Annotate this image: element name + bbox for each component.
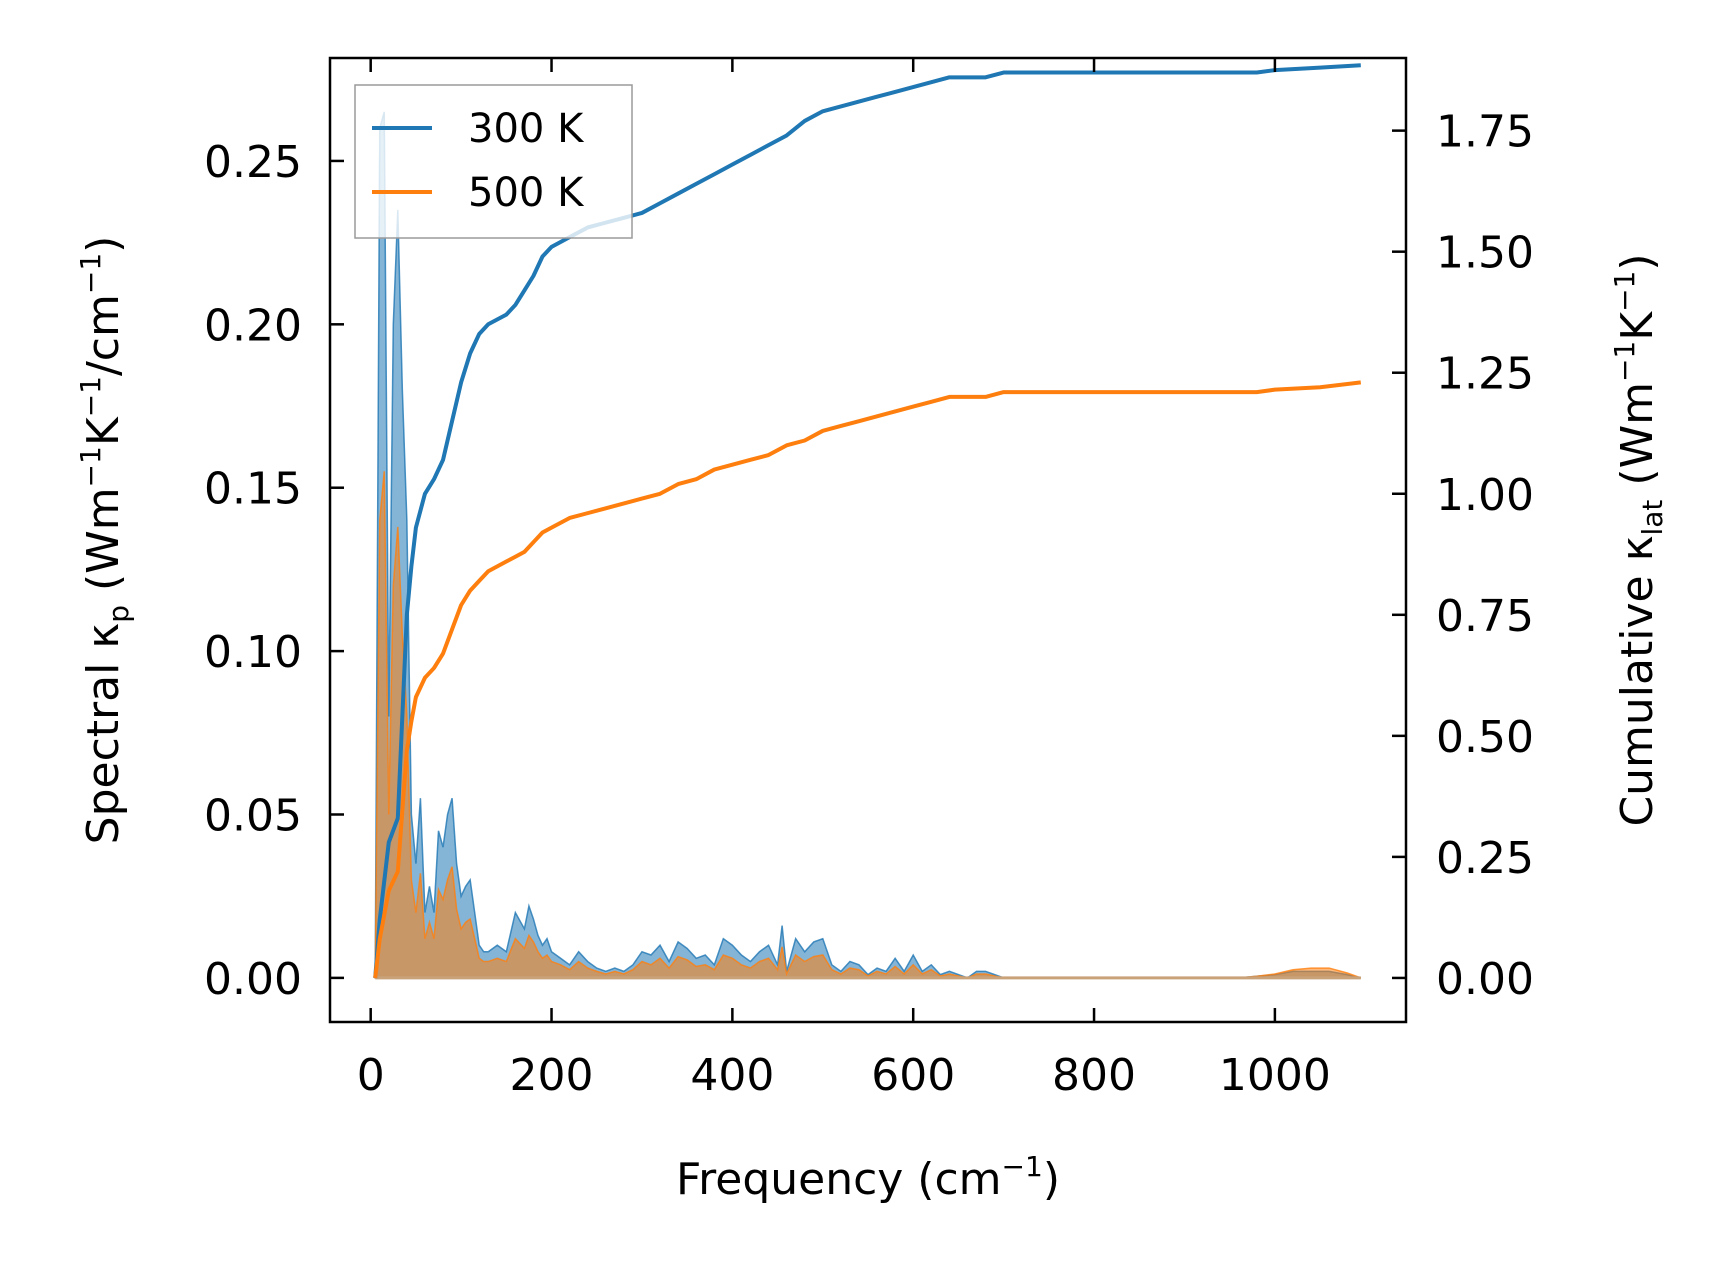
y-right-tick-label: 1.75 [1436, 107, 1534, 158]
y-right-tick-label: 1.25 [1436, 349, 1534, 400]
legend-label-300k: 300 K [468, 106, 585, 152]
y-left-tick-label: 0.05 [204, 790, 302, 841]
y-right-tick-label: 0.50 [1436, 712, 1534, 763]
x-tick-label: 800 [1052, 1050, 1136, 1101]
x-tick-label: 400 [690, 1050, 774, 1101]
x-tick-label: 200 [510, 1050, 594, 1101]
x-tick-label: 600 [871, 1050, 955, 1101]
spectral-fills [374, 111, 1362, 980]
y-axis-left: 0.00 0.05 0.10 0.15 0.20 0.25 [204, 137, 344, 1005]
spectral-fill-300k [374, 111, 1361, 979]
x-tick-label: 1000 [1219, 1050, 1331, 1101]
plot-frame [328, 56, 1408, 1024]
data-lines [373, 63, 1362, 979]
y-left-tick-label: 0.00 [204, 954, 302, 1005]
cumulative-line-300k [373, 63, 1361, 979]
x-axis: 0 200 400 600 800 1000 [357, 58, 1331, 1101]
x-axis-label: Frequency (cm−1) [676, 1150, 1060, 1205]
y-axis-right-label: Cumulative κlat (Wm−1K−1) [1608, 253, 1669, 826]
y-right-tick-label: 0.00 [1436, 954, 1534, 1005]
spectral-fill-500k [374, 471, 1362, 979]
legend-box [354, 84, 633, 239]
legend: 300 K 500 K [354, 84, 633, 239]
y-right-tick-label: 0.25 [1436, 833, 1534, 884]
y-left-tick-label: 0.25 [204, 137, 302, 188]
y-right-tick-label: 0.75 [1436, 591, 1534, 642]
y-left-tick-label: 0.15 [204, 464, 302, 515]
y-left-tick-label: 0.20 [204, 300, 302, 351]
y-left-tick-label: 0.10 [204, 627, 302, 678]
cumulative-line-500k [373, 380, 1362, 979]
x-tick-label: 0 [357, 1050, 385, 1101]
y-right-tick-label: 1.00 [1436, 470, 1534, 521]
y-axis-right: 0.00 0.25 0.50 0.75 1.00 1.25 1.50 1.75 [1392, 107, 1534, 1005]
y-axis-left-label: Spectral κp (Wm−1K−1/cm−1) [74, 236, 135, 845]
legend-label-500k: 500 K [468, 170, 585, 216]
y-right-tick-label: 1.50 [1436, 228, 1534, 279]
